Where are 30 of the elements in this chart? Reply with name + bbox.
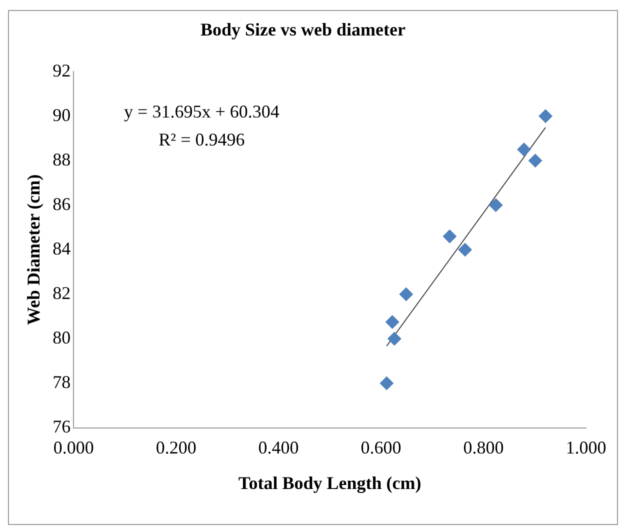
x-tick-label: 0.400 [258,437,299,458]
x-tick-label: 0.000 [53,437,94,458]
point [458,242,472,257]
point [488,198,503,212]
x-tick-label: 0.800 [463,437,504,458]
chart-title: Body Size vs web diameter [200,19,406,40]
y-tick-label: 92 [52,60,71,80]
point [385,315,400,330]
y-tick-label: 90 [52,104,71,125]
point [528,154,542,168]
y-tick-label: 76 [52,416,71,437]
y-tick-label: 82 [52,282,71,303]
x-axis-title: Total Body Length (cm) [238,472,422,493]
y-axis-title: Web Diameter (cm) [23,174,44,326]
y-tick-label: 78 [52,372,71,392]
x-tick-label: 0.600 [360,437,402,458]
y-tick-label: 80 [52,327,71,348]
annotation: R² = 0.9496 [158,130,245,150]
x-tick-label: 1.000 [566,437,606,458]
y-tick-label: 84 [52,238,71,258]
point [517,142,531,157]
x-tick-label: 0.200 [156,437,196,458]
point [387,332,402,346]
y-tick-label: 86 [52,194,71,214]
point [538,109,553,124]
point [380,376,394,390]
point [399,287,414,302]
annotation: y = 31.695x + 60.304 [124,102,280,122]
y-tick-label: 88 [52,149,71,170]
point [442,229,457,244]
